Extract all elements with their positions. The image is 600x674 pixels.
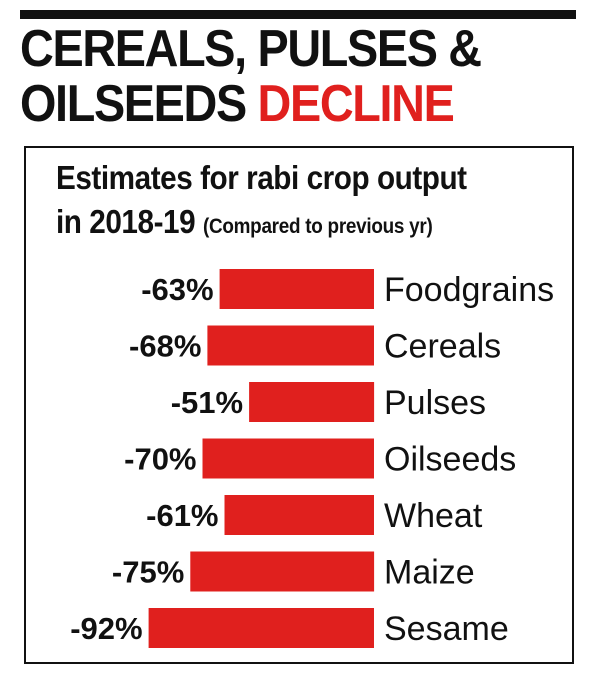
category-label-oilseeds: Oilseeds [384, 441, 516, 479]
bar-chart: -63% Foodgrains -68% Cereals -51% Pulses -70% O… [70, 269, 554, 648]
category-label-maize: Maize [384, 554, 475, 592]
category-label-foodgrains: Foodgrains [384, 271, 554, 309]
bar-wheat [224, 495, 374, 535]
headline-word-decline: DECLINE [257, 75, 455, 133]
chart-subtitle: Estimates for rabi crop output in 2018-1… [56, 156, 542, 249]
bar-foodgrains [219, 269, 374, 309]
category-label-sesame: Sesame [384, 610, 509, 648]
value-label-foodgrains: -63% [141, 272, 213, 307]
chart-year: in 2018-19 [56, 203, 196, 240]
chart-subtitle-line-2: in 2018-19 (Compared to previous yr) [56, 200, 542, 249]
headline: CEREALS, PULSES & OILSEEDS DECLINE [20, 22, 524, 132]
bar-sesame [148, 608, 374, 648]
chart-note: (Compared to previous yr) [202, 215, 433, 238]
top-rule [20, 10, 576, 19]
bar-pulses [249, 382, 375, 422]
bar-oilseeds [202, 438, 374, 479]
value-label-oilseeds: -70% [124, 442, 196, 477]
headline-line-2: OILSEEDS DECLINE [20, 77, 524, 132]
chart-panel: Estimates for rabi crop output in 2018-1… [24, 146, 574, 664]
category-label-wheat: Wheat [384, 497, 483, 535]
value-label-wheat: -61% [146, 498, 218, 533]
value-label-cereals: -68% [129, 329, 201, 364]
value-label-maize: -75% [112, 555, 184, 590]
category-label-pulses: Pulses [384, 384, 486, 422]
category-label-cereals: Cereals [384, 328, 501, 366]
headline-line-1: CEREALS, PULSES & [20, 20, 482, 78]
bar-maize [190, 551, 375, 592]
value-label-pulses: -51% [171, 385, 243, 420]
headline-word-oilseeds: OILSEEDS [20, 75, 247, 133]
chart-title: Estimates for rabi crop output [56, 159, 467, 196]
bar-cereals [207, 325, 374, 366]
value-label-sesame: -92% [70, 611, 142, 646]
